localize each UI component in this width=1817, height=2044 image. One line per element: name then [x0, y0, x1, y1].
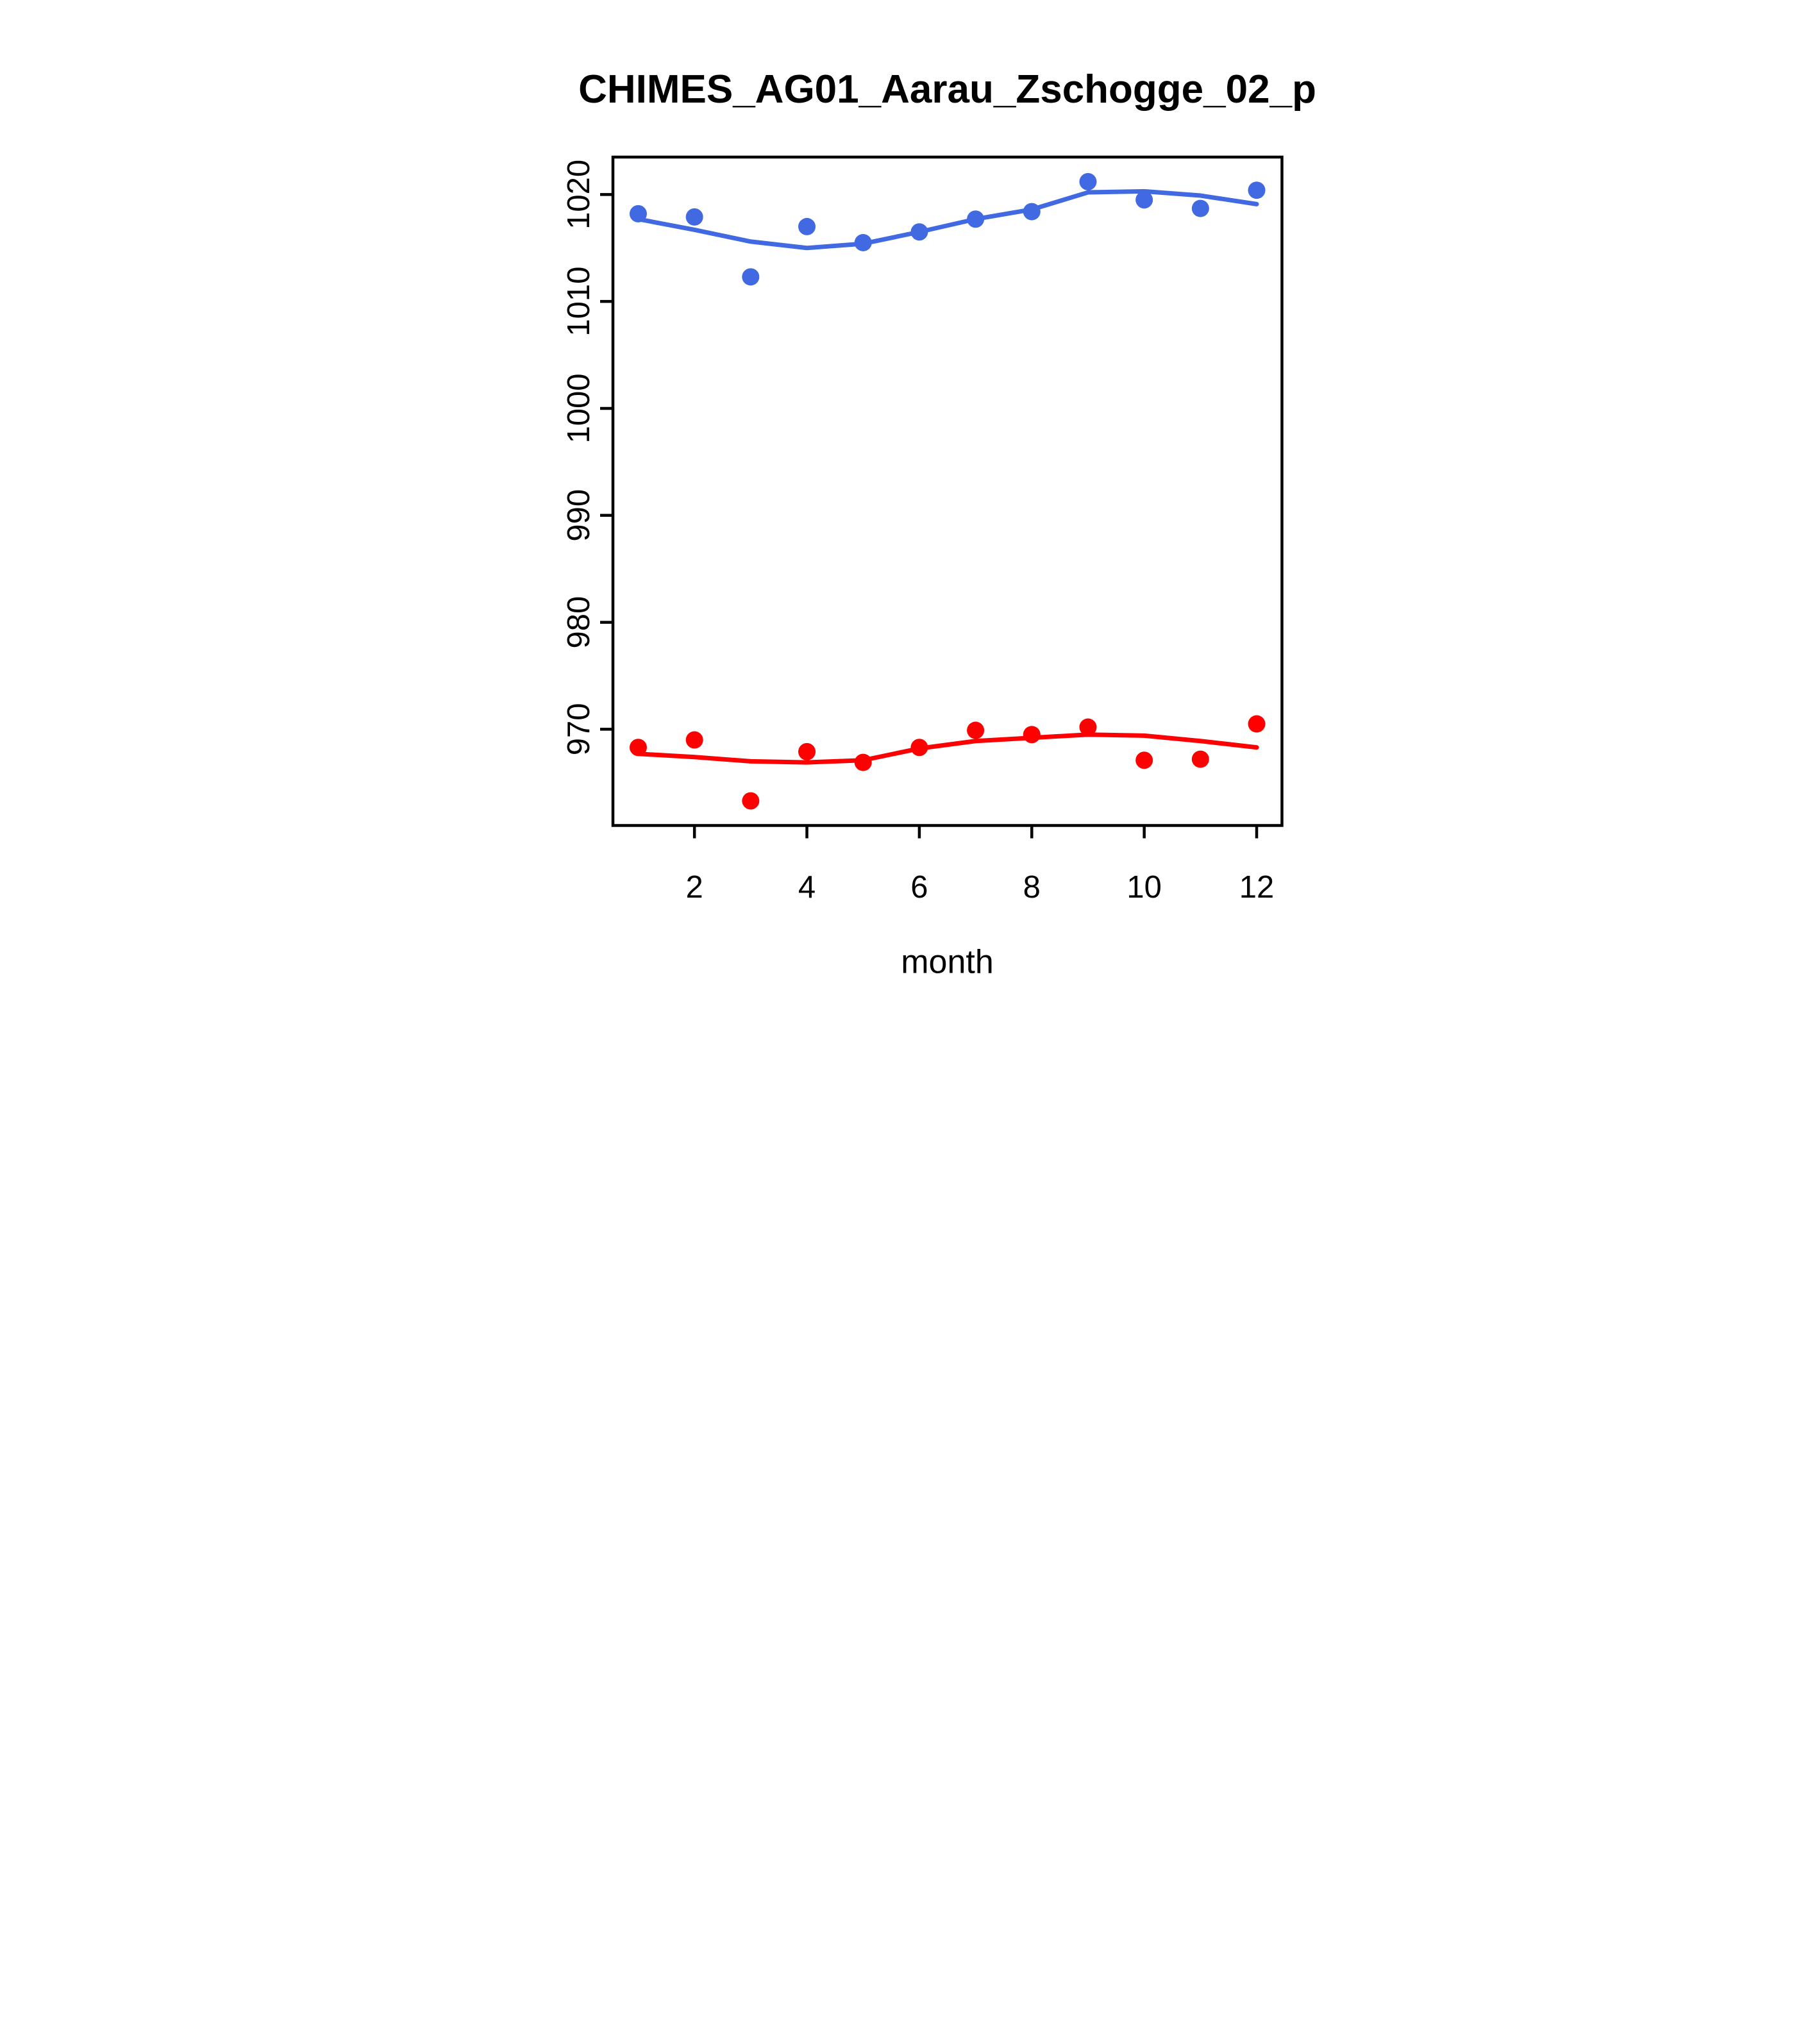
data-point-lower-series-red: [1191, 750, 1209, 768]
data-point-upper-series-blue: [1191, 199, 1209, 217]
chart-title: CHIMES_AG01_Aarau_Zschogge_02_p: [578, 67, 1316, 112]
data-point-lower-series-red: [629, 739, 647, 757]
x-tick-label: 2: [685, 870, 703, 905]
data-point-lower-series-red: [966, 721, 984, 739]
data-point-lower-series-red: [741, 792, 759, 810]
data-point-lower-series-red: [854, 753, 872, 771]
data-point-upper-series-blue: [629, 205, 647, 222]
data-point-upper-series-blue: [1135, 191, 1153, 209]
y-tick-label: 1020: [562, 160, 596, 230]
chart-figure: CHIMES_AG01_Aarau_Zschogge_02_p 2 4 6 8 10 12…: [454, 0, 1363, 1022]
data-point-upper-series-blue: [1248, 181, 1266, 199]
data-point-lower-series-red: [1078, 718, 1096, 736]
data-point-upper-series-blue: [854, 233, 872, 251]
plot-area: [611, 155, 1284, 827]
x-tick-label: 10: [1126, 870, 1162, 905]
scatter-plot: CHIMES_AG01_Aarau_Zschogge_02_p 2 4 6 8 10 12…: [562, 67, 1316, 981]
data-point-upper-series-blue: [741, 268, 759, 286]
data-point-upper-series-blue: [966, 210, 984, 228]
data-point-lower-series-red: [798, 742, 816, 760]
y-axis: 970 980 990 1000 1010 1020: [562, 160, 613, 755]
x-tick-label: 6: [910, 870, 928, 905]
data-point-upper-series-blue: [1078, 172, 1096, 190]
x-axis-title: month: [901, 944, 994, 981]
y-tick-label: 1010: [562, 267, 596, 337]
x-axis: 2 4 6 8 10 12: [685, 825, 1274, 905]
data-point-lower-series-red: [910, 739, 928, 757]
data-point-upper-series-blue: [1023, 203, 1041, 221]
y-tick-label: 1000: [562, 373, 596, 443]
plot-border: [611, 155, 1284, 827]
x-tick-label: 8: [1023, 870, 1040, 905]
y-tick-label: 970: [562, 703, 596, 755]
smooth-line-lower-series-red: [635, 732, 1259, 765]
data-point-lower-series-red: [1248, 715, 1266, 733]
x-tick-label: 12: [1239, 870, 1274, 905]
data-point-upper-series-blue: [798, 217, 816, 235]
data-point-upper-series-blue: [685, 208, 703, 226]
data-point-upper-series-blue: [910, 223, 928, 241]
data-point-lower-series-red: [1135, 751, 1153, 769]
x-tick-label: 4: [798, 870, 815, 905]
y-tick-label: 980: [562, 596, 596, 649]
smooth-line-upper-series-blue: [635, 188, 1259, 251]
data-point-lower-series-red: [685, 731, 703, 749]
y-tick-label: 990: [562, 489, 596, 542]
data-point-lower-series-red: [1023, 726, 1041, 744]
data-layer: [629, 172, 1266, 810]
